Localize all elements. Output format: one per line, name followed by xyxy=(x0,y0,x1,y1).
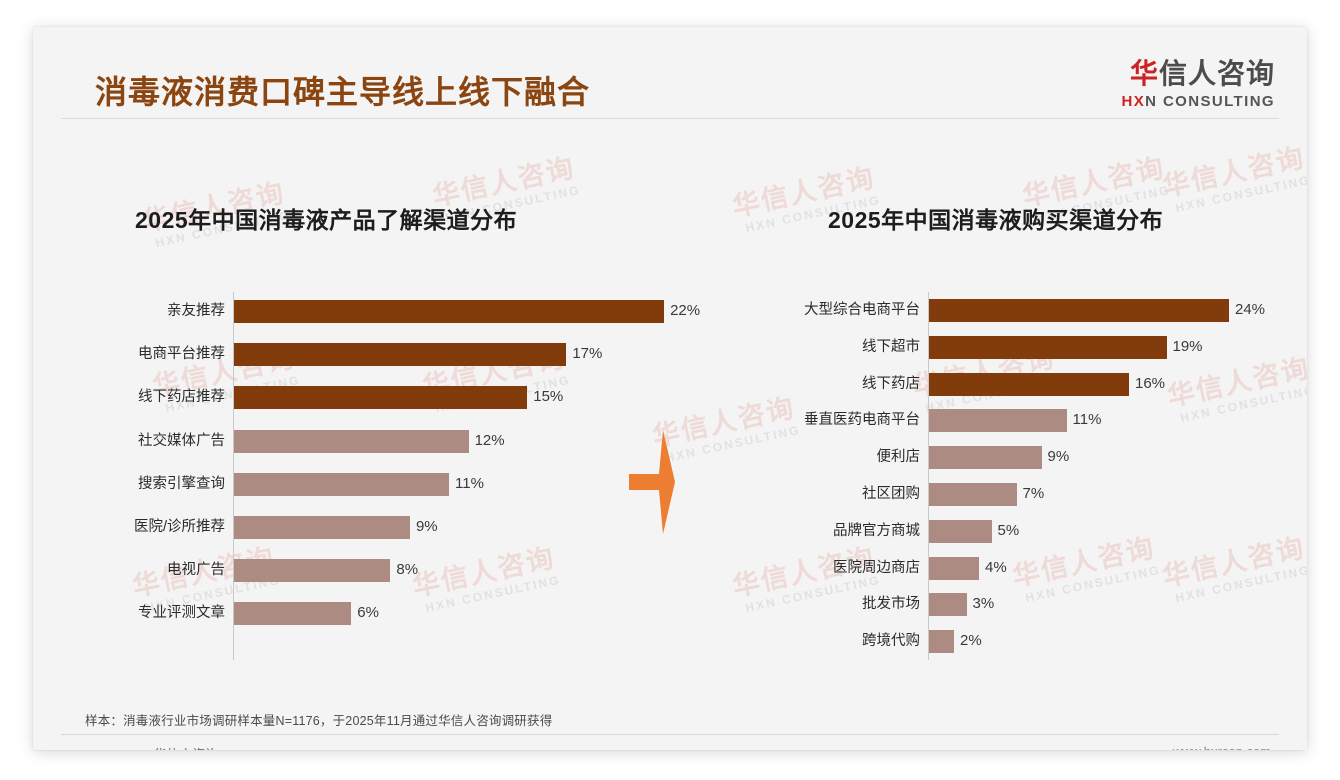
bar-row: 电商平台推荐 17% xyxy=(33,339,693,369)
company-logo: 华信人咨询 HXN CONSULTING xyxy=(1122,60,1276,110)
bar-chart-purchase-channels: 大型综合电商平台 24% 线下超市 19% 线下药店 16% 垂直医药电商平台 11% 便利店 9… xyxy=(733,282,1293,672)
bar-row: 线下药店推荐 15% xyxy=(33,382,693,412)
logo-hua-character: 华 xyxy=(1129,58,1159,89)
bar-category-label: 线下药店推荐 xyxy=(138,389,225,406)
bar xyxy=(234,300,665,323)
logo-english-rest: N CONSULTING xyxy=(1145,93,1275,110)
bar-value-label: 4% xyxy=(985,558,1007,576)
chart-title-purchase-channels: 2025年中国消毒液购买渠道分布 xyxy=(828,207,1164,233)
logo-hx-prefix: HX xyxy=(1121,93,1146,110)
flow-arrow-right-icon xyxy=(629,430,675,534)
bar-category-label: 搜索引擎查询 xyxy=(138,475,225,492)
bar xyxy=(234,516,410,539)
bar-value-label: 12% xyxy=(474,431,505,449)
bar-value-label: 9% xyxy=(415,518,438,535)
bar xyxy=(929,593,967,617)
bar-category-label: 专业评测文章 xyxy=(138,605,225,622)
sample-footnote: 样本：消毒液行业市场调研样本量N=1176，于2025年11月通过华信人咨询调研… xyxy=(85,714,553,728)
chart-axis-line xyxy=(233,292,234,660)
bar-value-label: 16% xyxy=(1135,374,1166,392)
bar-chart-awareness-channels: 亲友推荐 22% 电商平台推荐 17% 线下药店推荐 15% 社交媒体广告 12% 搜索引擎查询… xyxy=(33,282,700,672)
bar-category-label: 线下超市 xyxy=(862,338,920,355)
bar-row: 医院周边商店 4% xyxy=(733,553,1293,583)
bar-category-label: 便利店 xyxy=(876,449,921,466)
bar-value-label: 15% xyxy=(533,388,564,406)
bar-value-label: 7% xyxy=(1022,485,1045,502)
bar-row: 线下超市 19% xyxy=(733,332,1293,362)
bar-category-label: 垂直医药电商平台 xyxy=(804,412,920,429)
bar xyxy=(929,519,992,543)
bar-value-label: 22% xyxy=(670,302,701,319)
bar-value-label: 8% xyxy=(396,561,419,579)
bar-row: 大型综合电商平台 24% xyxy=(733,295,1293,325)
bar-value-label: 2% xyxy=(960,632,982,650)
chart-axis-line xyxy=(928,292,929,660)
bar-value-label: 17% xyxy=(572,345,603,363)
bar-row: 批发市场 3% xyxy=(733,589,1293,619)
bar xyxy=(929,335,1167,359)
footer-copyright: ©2026.1 HXR华信人咨询 xyxy=(73,744,218,750)
page-title: 消毒液消费口碑主导线上线下融合 xyxy=(95,74,591,110)
logo-chinese-rest: 信人咨询 xyxy=(1158,58,1275,89)
bar xyxy=(929,446,1042,470)
bar-category-label: 电商平台推荐 xyxy=(138,346,225,363)
bar-row: 跨境代购 2% xyxy=(733,626,1293,656)
bar xyxy=(929,409,1067,433)
bar-value-label: 11% xyxy=(1072,411,1102,429)
bar-row: 电视广告 8% xyxy=(33,555,693,585)
bar-category-label: 社交媒体广告 xyxy=(138,432,225,449)
bar-category-label: 医院周边商店 xyxy=(833,559,920,576)
bar xyxy=(234,602,352,626)
bar-category-label: 品牌官方商城 xyxy=(833,522,920,539)
bar-row: 线下药店 16% xyxy=(733,369,1293,399)
bar-value-label: 24% xyxy=(1235,301,1266,318)
footer-website[interactable]: www.hxrcon.com xyxy=(1173,744,1271,750)
bar xyxy=(929,372,1129,396)
bar-row: 专业评测文章 6% xyxy=(33,598,693,628)
bar-value-label: 6% xyxy=(357,604,379,622)
bar-value-label: 19% xyxy=(1172,337,1203,355)
bar-row: 社交媒体广告 12% xyxy=(33,426,693,456)
bar xyxy=(234,386,528,410)
bar-row: 医院/诊所推荐 9% xyxy=(33,512,693,542)
bar xyxy=(929,630,954,654)
bar-category-label: 大型综合电商平台 xyxy=(804,302,920,318)
bar xyxy=(234,559,391,583)
bar-row: 亲友推荐 22% xyxy=(33,296,700,326)
presentation-slide: 华信人咨询 HXN CONSULTING 华信人咨询 HXN CONSULTING 华信… xyxy=(33,27,1307,750)
bar-category-label: 批发市场 xyxy=(862,596,920,613)
bar-category-label: 线下药店 xyxy=(862,375,920,392)
bar xyxy=(929,483,1017,506)
logo-english-text: HXN CONSULTING xyxy=(1122,94,1276,109)
footer-divider xyxy=(61,734,1279,735)
bar-value-label: 3% xyxy=(972,595,995,613)
bar-category-label: 跨境代购 xyxy=(862,633,920,650)
watermark-english: HXN CONSULTING xyxy=(1174,172,1307,216)
bar-row: 便利店 9% xyxy=(733,442,1293,472)
bar-value-label: 9% xyxy=(1047,448,1070,466)
bar xyxy=(234,343,567,367)
bar-row: 搜索引擎查询 11% xyxy=(33,469,693,499)
bar-row: 社区团购 7% xyxy=(733,479,1293,509)
bar xyxy=(929,299,1229,322)
bar-category-label: 社区团购 xyxy=(862,486,920,502)
bar xyxy=(234,429,469,453)
bar xyxy=(234,472,450,496)
bar-category-label: 医院/诊所推荐 xyxy=(133,519,225,535)
bar xyxy=(929,556,979,580)
watermark-chinese: 华信人咨询 xyxy=(1159,142,1307,203)
logo-chinese-text: 华信人咨询 xyxy=(1122,60,1276,88)
bar-value-label: 5% xyxy=(997,521,1020,539)
bar-row: 品牌官方商城 5% xyxy=(733,516,1293,546)
bar-row: 垂直医药电商平台 11% xyxy=(733,405,1293,435)
bar-category-label: 电视广告 xyxy=(167,562,225,579)
bar-value-label: 11% xyxy=(455,474,484,492)
title-divider xyxy=(61,118,1279,119)
bar-category-label: 亲友推荐 xyxy=(167,303,225,319)
chart-title-awareness-channels: 2025年中国消毒液产品了解渠道分布 xyxy=(135,207,518,233)
